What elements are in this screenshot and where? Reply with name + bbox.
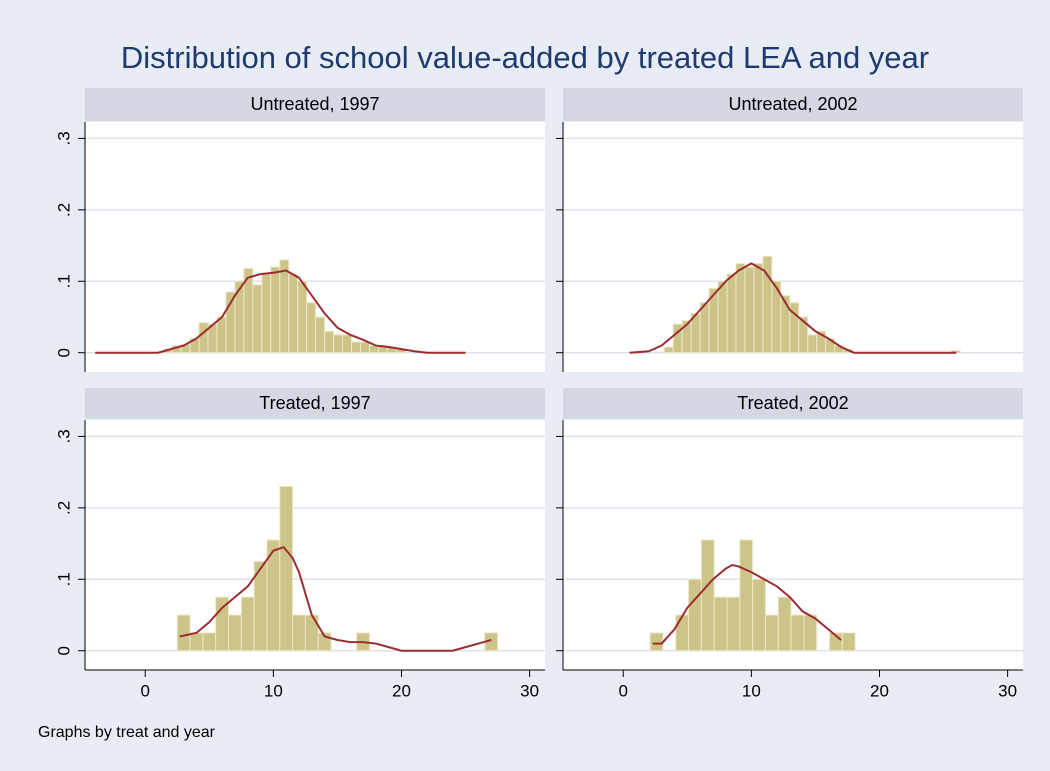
bar [700, 539, 715, 652]
bar [726, 596, 741, 652]
density-line [629, 262, 957, 354]
bar [717, 280, 728, 354]
panel-title: Treated, 1997 [259, 393, 370, 413]
bar [359, 341, 370, 354]
bar [726, 273, 737, 354]
x-tick-label: 30 [520, 681, 539, 700]
bar [803, 614, 818, 652]
bar [744, 266, 755, 354]
y-tick-label: .3 [54, 429, 73, 443]
bar [649, 632, 664, 652]
bar [688, 578, 702, 652]
bar [841, 632, 856, 652]
x-tick-label: 20 [392, 681, 411, 700]
y-tick-label: 0 [54, 646, 73, 655]
y-tick-label: .1 [54, 572, 73, 586]
y-tick-label: .3 [54, 131, 73, 145]
bar [764, 614, 779, 652]
bar [777, 596, 792, 652]
bar [306, 302, 317, 354]
bar [713, 596, 728, 652]
bar [279, 259, 290, 354]
bar [225, 291, 236, 354]
x-tick-label: 0 [140, 681, 149, 700]
panel-title: Treated, 2002 [737, 393, 848, 413]
bar [198, 322, 209, 354]
bar [807, 334, 818, 354]
bar [735, 262, 746, 354]
bar [176, 614, 191, 652]
bar [270, 266, 281, 354]
panel-title: Untreated, 2002 [728, 94, 857, 114]
bar [189, 632, 204, 652]
bar [261, 273, 272, 354]
bar [663, 346, 674, 354]
bar [790, 614, 805, 652]
y-tick-label: .2 [54, 501, 73, 515]
bar [252, 284, 263, 354]
y-tick-label: 0 [54, 348, 73, 357]
x-tick-label: 0 [618, 681, 627, 700]
bar [279, 485, 294, 652]
x-tick-label: 10 [742, 681, 761, 700]
x-tick-label: 30 [998, 681, 1017, 700]
bar [292, 614, 306, 652]
panel-header [563, 388, 1023, 419]
note: Graphs by treat and year [38, 724, 216, 741]
panel-header [85, 388, 545, 419]
bar [216, 316, 227, 354]
density-line [652, 563, 842, 645]
panel-title: Untreated, 1997 [250, 94, 379, 114]
bar [333, 334, 344, 354]
bar [739, 539, 754, 652]
bar [351, 341, 361, 354]
chart-title: Distribution of school value-added by tr… [121, 40, 929, 75]
bar [342, 334, 353, 354]
bar [240, 596, 255, 652]
density-line [179, 545, 492, 652]
panel-header [563, 88, 1023, 121]
bar [753, 262, 764, 354]
bar [297, 280, 308, 354]
bar [324, 330, 335, 354]
x-tick-label: 10 [264, 681, 283, 700]
panel-header [85, 88, 545, 121]
bar [752, 578, 766, 652]
bar [699, 302, 710, 354]
x-tick-label: 20 [870, 681, 889, 700]
bar [675, 614, 690, 652]
bar [315, 316, 326, 354]
bar [228, 614, 242, 652]
y-tick-label: .1 [54, 274, 73, 288]
bar [304, 614, 319, 652]
bar [288, 273, 299, 354]
density-line [95, 269, 466, 354]
bar [202, 632, 217, 652]
y-tick-label: .2 [54, 203, 73, 217]
